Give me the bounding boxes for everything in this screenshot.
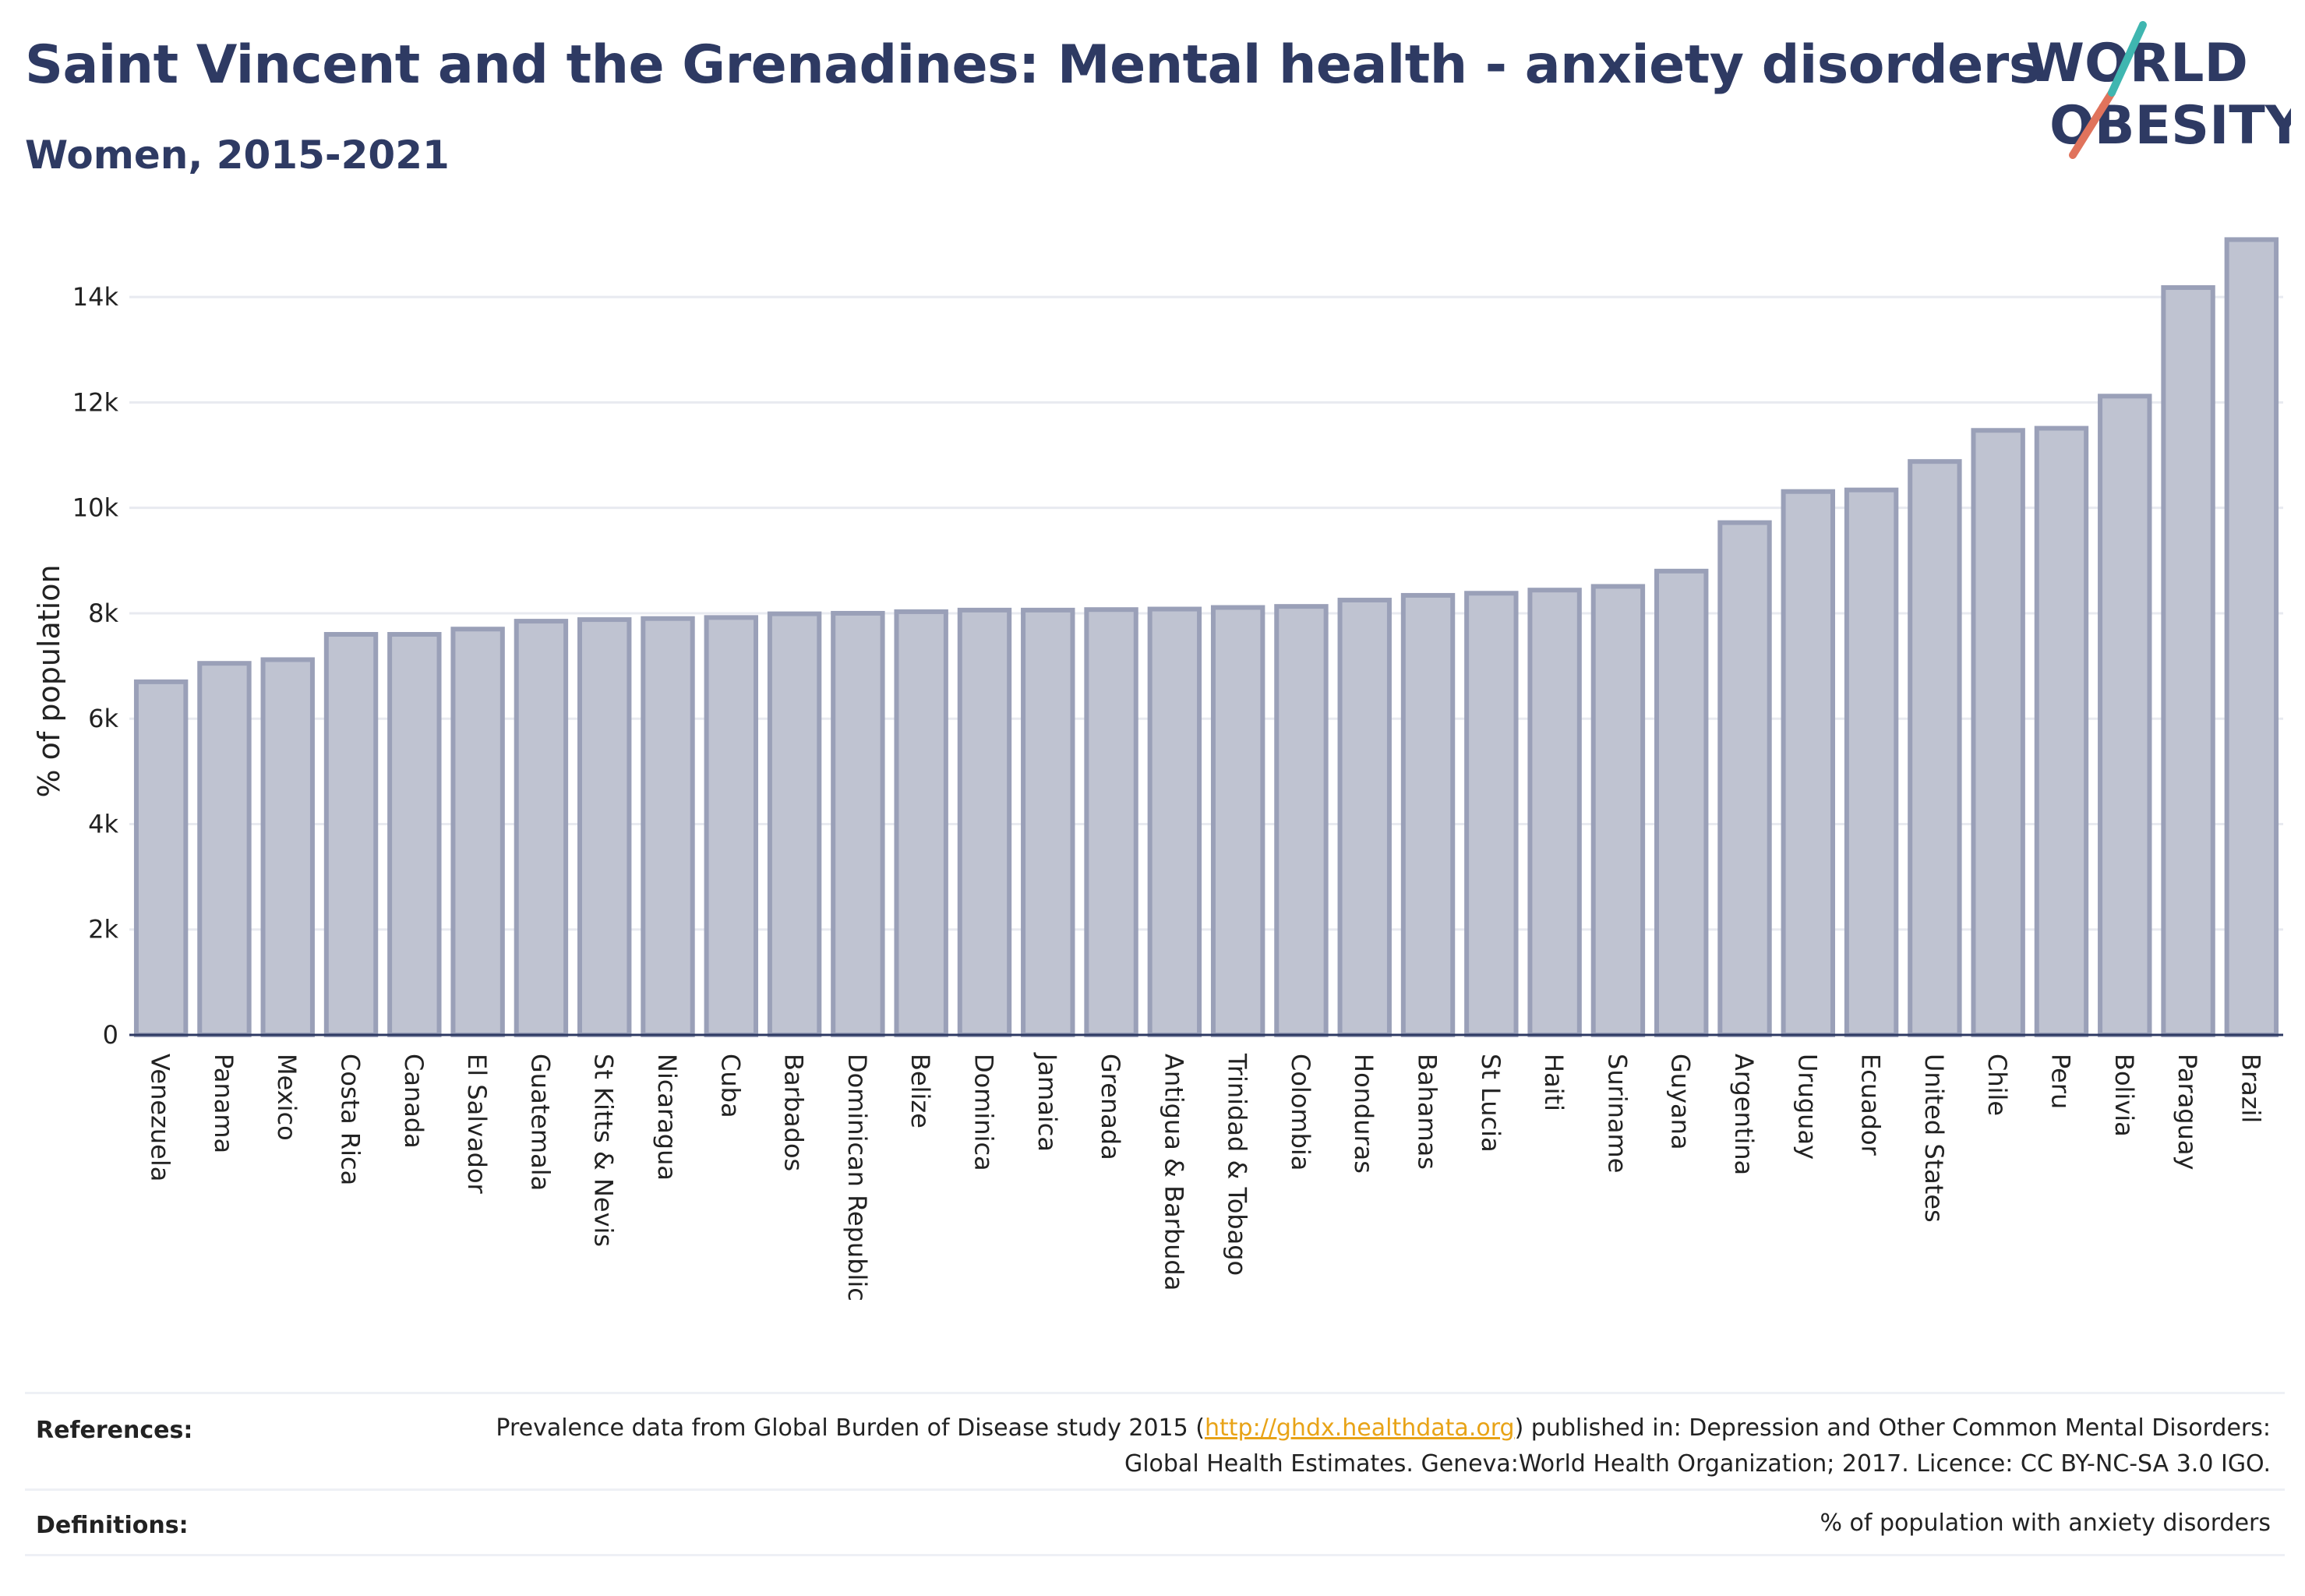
bar-chile bbox=[1971, 428, 2025, 1037]
bar-paraguay bbox=[2161, 284, 2215, 1038]
bar-uruguay bbox=[1781, 489, 1835, 1037]
bar-ecuador bbox=[1844, 487, 1899, 1037]
y-tick-label: 8k bbox=[88, 598, 118, 628]
references-text: Prevalence data from Global Burden of Di… bbox=[478, 1411, 2271, 1482]
bar-belize bbox=[894, 609, 948, 1037]
x-tick-label: Brazil bbox=[2236, 1054, 2265, 1123]
x-tick-label: Chile bbox=[1982, 1054, 2012, 1116]
x-tick-label: St Kitts & Nevis bbox=[589, 1054, 619, 1247]
bar-colombia bbox=[1274, 604, 1329, 1037]
chart-subtitle: Women, 2015-2021 bbox=[25, 132, 450, 178]
bar-guyana bbox=[1654, 568, 1709, 1037]
x-tick-label: Jamaica bbox=[1032, 1052, 1062, 1152]
footer-divider-bottom bbox=[25, 1554, 2285, 1556]
y-tick-label: 14k bbox=[72, 282, 119, 312]
x-tick-label: Honduras bbox=[1349, 1054, 1378, 1174]
bar-jamaica bbox=[1021, 607, 1075, 1037]
references-text-part1: Prevalence data from Global Burden of Di… bbox=[496, 1414, 1205, 1442]
logo-slash-coral bbox=[2069, 89, 2116, 159]
bar-guatemala bbox=[514, 619, 569, 1037]
bar-dominica bbox=[957, 607, 1012, 1037]
x-tick-label: Bahamas bbox=[1413, 1054, 1442, 1170]
bar-antigua-barbuda bbox=[1147, 606, 1202, 1037]
bar-st-lucia bbox=[1464, 591, 1519, 1037]
bar-honduras bbox=[1337, 598, 1392, 1037]
bar-chart: 0 2k 4k 6k 8k 10k 12k 14k Venezuela Panama Mexico C… bbox=[32, 237, 2283, 1301]
footer-divider-middle bbox=[25, 1488, 2285, 1491]
y-tick-label: 10k bbox=[72, 493, 119, 523]
world-obesity-logo: WORLD OBESITY bbox=[2026, 21, 2291, 159]
bar-panama bbox=[197, 661, 252, 1038]
x-tick-label: El Salvador bbox=[462, 1054, 492, 1195]
bar-united-states bbox=[1908, 459, 1962, 1037]
logo-slash-teal bbox=[2108, 21, 2147, 97]
x-tick-label: Cuba bbox=[715, 1054, 745, 1118]
x-tick-label: Argentina bbox=[1729, 1054, 1759, 1175]
y-tick-label: 2k bbox=[88, 915, 118, 945]
x-tick-label: Trinidad & Tobago bbox=[1223, 1053, 1252, 1276]
x-tick-label: Nicaragua bbox=[652, 1054, 682, 1181]
bar-venezuela bbox=[133, 679, 189, 1037]
x-tick-label: Dominica bbox=[969, 1054, 998, 1171]
x-tick-label: St Lucia bbox=[1476, 1054, 1505, 1153]
x-tick-label: Haiti bbox=[1539, 1054, 1569, 1111]
bar-grenada bbox=[1084, 607, 1138, 1037]
x-tick-label: Guatemala bbox=[525, 1054, 555, 1191]
y-tick-label: 6k bbox=[88, 704, 118, 733]
x-tick-label: Panama bbox=[209, 1054, 238, 1153]
bar-el-salvador bbox=[450, 627, 505, 1037]
x-tick-label: Antigua & Barbuda bbox=[1159, 1054, 1188, 1291]
x-tick-label: Suriname bbox=[1602, 1054, 1632, 1173]
x-tick-label: Grenada bbox=[1096, 1054, 1125, 1160]
bar-barbados bbox=[767, 611, 822, 1037]
definitions-label: Definitions: bbox=[36, 1512, 189, 1539]
x-tick-label: Canada bbox=[399, 1054, 429, 1149]
x-tick-label: Mexico bbox=[272, 1054, 302, 1141]
x-tick-label: Bolivia bbox=[2109, 1054, 2139, 1137]
bar-brazil bbox=[2224, 237, 2279, 1038]
references-label: References: bbox=[36, 1417, 193, 1444]
x-tick-label: Peru bbox=[2046, 1054, 2075, 1109]
x-tick-label: Belize bbox=[905, 1054, 935, 1128]
x-tick-label: Uruguay bbox=[1792, 1054, 1822, 1160]
y-tick-label: 12k bbox=[72, 387, 119, 417]
bar-mexico bbox=[260, 657, 315, 1037]
y-axis-title: % of population bbox=[32, 564, 66, 797]
references-link[interactable]: http://ghdx.healthdata.org bbox=[1204, 1414, 1515, 1442]
bar-st-kitts-nevis bbox=[577, 617, 632, 1037]
bar-dominican-republic bbox=[831, 610, 885, 1037]
x-tick-label: Colombia bbox=[1286, 1054, 1315, 1171]
bar-canada bbox=[387, 632, 442, 1037]
x-tick-label: Ecuador bbox=[1856, 1054, 1886, 1156]
bar-trinidad-tobago bbox=[1210, 605, 1265, 1037]
bar-peru bbox=[2034, 425, 2089, 1037]
y-tick-label: 4k bbox=[88, 809, 118, 839]
bar-cuba bbox=[704, 615, 758, 1037]
x-tick-label: Barbados bbox=[779, 1054, 809, 1171]
bar-suriname bbox=[1590, 584, 1646, 1037]
definitions-text: % of population with anxiety disorders bbox=[1820, 1509, 2271, 1537]
references-text-part2: ) published in: Depression and Other Com… bbox=[1124, 1414, 2271, 1478]
x-tick-label: Guyana bbox=[1666, 1054, 1696, 1150]
bar-nicaragua bbox=[641, 616, 695, 1037]
x-tick-label: United States bbox=[1919, 1054, 1949, 1223]
x-tick-label: Paraguay bbox=[2173, 1054, 2202, 1170]
bar-argentina bbox=[1717, 520, 1772, 1037]
bar-costa-rica bbox=[323, 632, 379, 1037]
chart-title: Saint Vincent and the Grenadines: Mental… bbox=[25, 34, 2040, 96]
bar-bolivia bbox=[2098, 394, 2152, 1038]
bar-haiti bbox=[1527, 588, 1582, 1037]
footer-divider-top bbox=[25, 1392, 2285, 1394]
x-tick-label: Costa Rica bbox=[336, 1054, 365, 1185]
y-tick-label: 0 bbox=[103, 1020, 118, 1050]
x-tick-label: Dominican Republic bbox=[842, 1054, 872, 1301]
x-tick-label: Venezuela bbox=[146, 1054, 175, 1181]
bar-bahamas bbox=[1400, 592, 1456, 1037]
